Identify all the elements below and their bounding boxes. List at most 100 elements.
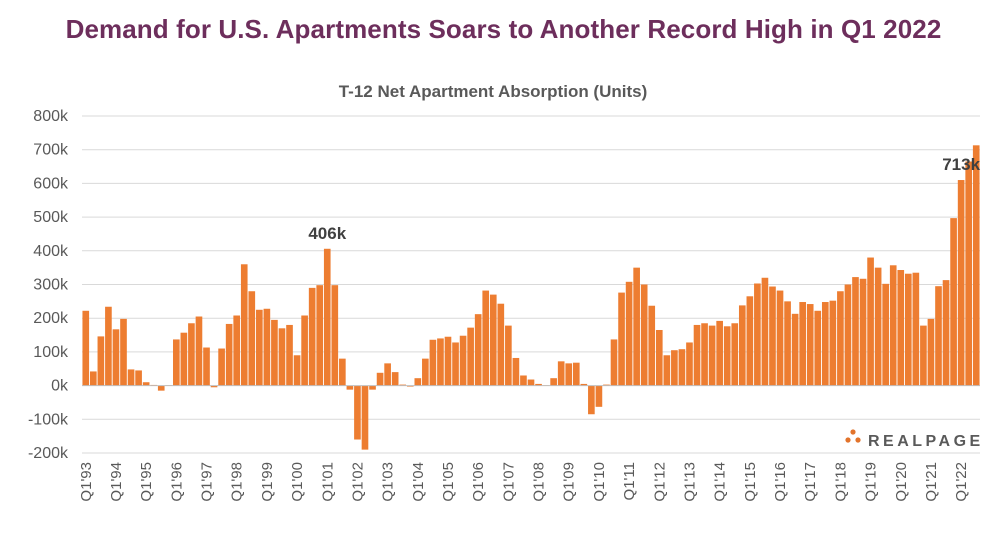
x-tick-label: Q1'15 [742,462,759,502]
bar [233,315,241,386]
x-tick-label: Q1'94 [108,462,125,502]
bar [595,385,603,407]
bar [897,270,905,386]
bar [882,283,889,386]
bar [814,310,822,386]
x-tick-label: Q1'18 [832,462,849,502]
x-tick-label: Q1'12 [651,462,668,502]
x-tick-label: Q1'11 [621,462,638,500]
bar [874,267,882,386]
bar [852,277,859,386]
bar [784,301,791,386]
x-tick-label: Q1'14 [712,462,729,502]
bar [527,379,535,386]
x-tick-label: Q1'04 [410,462,427,502]
bar [376,372,384,386]
x-tick-label: Q1'98 [229,462,246,502]
bar [588,385,595,415]
bar [263,308,271,386]
y-tick-label: 800k [33,108,69,125]
x-tick-label: Q1'17 [802,462,819,502]
y-tick-label: 300k [33,277,69,294]
data-label: 713k [942,155,980,174]
x-tick-label: Q1'10 [591,462,608,502]
bar [399,384,407,386]
bar [837,291,844,386]
bar [293,355,301,386]
y-tick-label: 0k [51,378,69,395]
bar [791,313,799,386]
bar [535,383,542,386]
bar [889,265,897,386]
x-tick-label: Q1'21 [923,462,940,502]
bar [301,315,308,386]
bar [384,363,391,386]
x-tick-label: Q1'07 [500,462,517,502]
x-tick-label: Q1'01 [319,462,336,502]
x-tick-label: Q1'06 [470,462,487,502]
y-tick-label: 500k [33,209,69,226]
bar [935,286,942,386]
bar [354,385,361,440]
bar [927,318,935,386]
bar [701,323,708,386]
x-tick-label: Q1'02 [349,462,366,502]
x-tick-label: Q1'09 [561,462,578,502]
bar [120,318,127,386]
chart-title: Demand for U.S. Apartments Soars to Anot… [65,14,942,44]
bar [686,342,693,386]
bar [467,327,474,386]
bar [391,372,399,386]
bar [323,248,331,386]
bar [444,336,452,386]
bar [859,278,867,386]
bar [957,180,965,386]
bar [361,385,369,450]
bar [580,383,588,386]
x-tick-label: Q1'99 [259,462,276,502]
bar [572,362,580,386]
bar [142,382,150,386]
bar [452,342,459,386]
bar [512,357,520,386]
bar [972,145,980,386]
bar [806,304,814,386]
x-tick-label: Q1'00 [289,462,306,502]
bar [339,358,346,386]
bar [474,314,482,386]
bar [904,273,912,386]
x-tick-label: Q1'08 [531,462,548,502]
bar [210,385,218,388]
bar [482,290,490,386]
bar [754,283,761,386]
bar [678,349,686,386]
bar [497,303,505,386]
bar [331,285,339,386]
bar [950,218,957,386]
bar [799,302,806,386]
bar [920,325,927,386]
y-tick-label: 200k [33,310,69,327]
bar [746,296,754,386]
bar [633,267,640,386]
brand-name: REALPAGE [868,433,984,450]
bar [248,291,256,386]
bar [648,305,656,386]
bar [271,319,278,386]
bar [723,326,731,386]
bar [829,300,837,386]
logo-dot [845,437,851,443]
bar [912,272,920,386]
bar [716,320,723,386]
bar [550,378,557,386]
bar [693,324,701,386]
bar [565,363,573,386]
bar [316,285,324,386]
x-tick-label: Q1'93 [78,462,95,502]
x-tick-label: Q1'95 [138,462,155,502]
bar [346,385,354,390]
y-tick-label: -200k [28,445,69,462]
bar [240,264,248,386]
bar [557,361,565,386]
